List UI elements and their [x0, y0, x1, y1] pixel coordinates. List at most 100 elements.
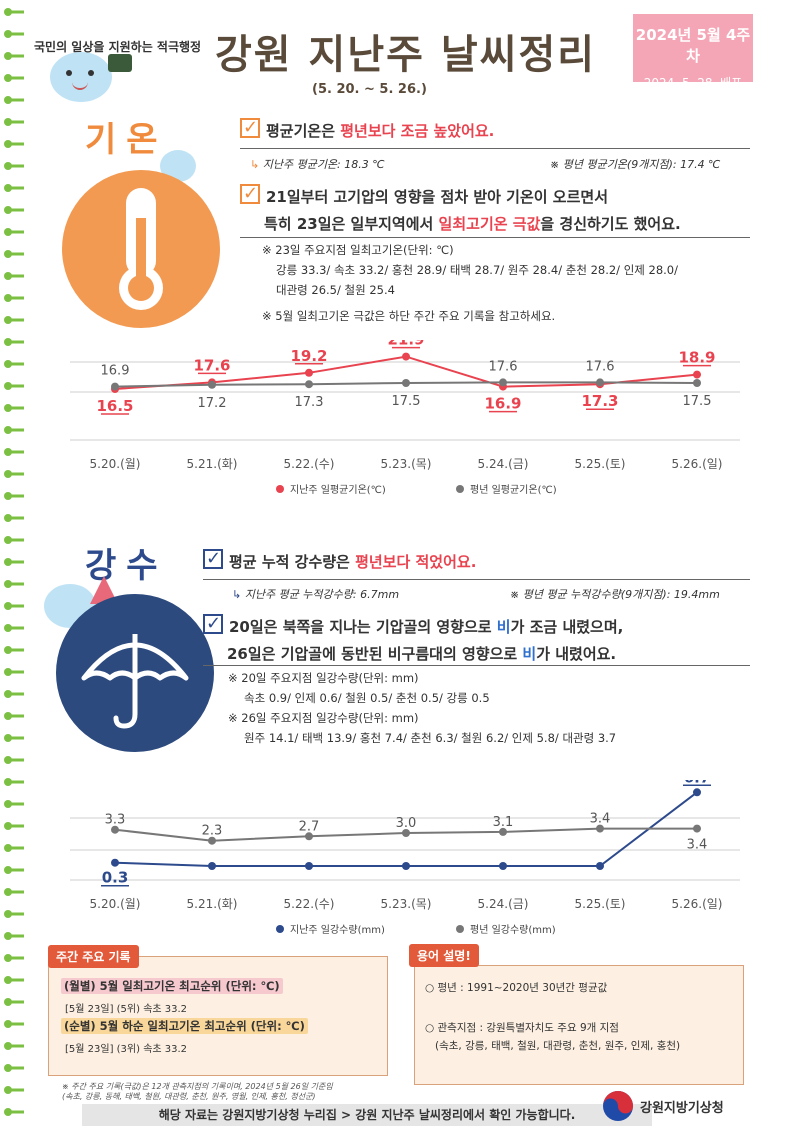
- data-label: 16.9: [101, 364, 130, 379]
- x-tick-label: 5.21.(화): [187, 897, 238, 911]
- data-point: [693, 788, 701, 797]
- data-label: 17.6: [193, 356, 230, 374]
- x-tick-label: 5.22.(수): [284, 457, 335, 471]
- page-title: 강원 지난주 날씨정리: [215, 32, 597, 78]
- checkbox-icon: [240, 114, 260, 141]
- data-label: 17.5: [392, 394, 421, 409]
- legend-label: 평년 일평균기온(℃): [470, 484, 557, 496]
- legend-label: 평년 일강수량(mm): [470, 924, 556, 936]
- precip-note-last: ↳ 지난주 평균 누적강수량: 6.7mm: [232, 588, 400, 601]
- record-item-1: (월별) 5월 일최고기온 최고순위 (단위: ℃) [5월 23일] (5위)…: [61, 975, 283, 1015]
- temperature-chart: 5.20.(월) 5.21.(화) 5.22.(수) 5.23.(목) 5.24.(금)…: [70, 340, 740, 496]
- data-point: [305, 368, 313, 377]
- precip-headline-2: 20일은 북쪽을 지나는 기압골의 영향으로 비가 조금 내렸으며, 26일은 …: [203, 610, 623, 668]
- section-label-temperature: 기온: [85, 120, 168, 160]
- data-point: [208, 380, 216, 389]
- x-tick-label: 5.25.(토): [575, 457, 626, 471]
- mascot-icon: [50, 52, 112, 102]
- divider: [240, 148, 750, 149]
- taegeuk-icon: [603, 1091, 633, 1121]
- arrow-icon: ↳: [232, 588, 242, 601]
- data-label: 17.6: [489, 359, 518, 374]
- umbrella-icon: [56, 594, 214, 752]
- thermometer-icon: [62, 170, 220, 328]
- data-label: 19.2: [290, 347, 327, 365]
- board-icon: [108, 54, 132, 72]
- data-point: [499, 378, 507, 387]
- data-point: [402, 829, 410, 837]
- data-point: [305, 380, 313, 389]
- data-label: 17.2: [198, 396, 227, 411]
- data-label: 16.5: [96, 397, 133, 415]
- legend-marker: [276, 485, 284, 493]
- x-tick-label: 5.26.(일): [672, 897, 723, 911]
- legend-label: 지난주 일평균기온(℃): [290, 484, 386, 496]
- data-label: 17.5: [683, 394, 712, 409]
- data-point: [111, 825, 119, 834]
- data-point: [111, 858, 119, 867]
- data-point: [693, 824, 701, 833]
- data-label: 3.3: [105, 813, 126, 828]
- data-point: [402, 379, 410, 387]
- data-label: 18.9: [678, 349, 715, 367]
- checkbox-icon: [203, 610, 223, 637]
- x-tick-label: 5.25.(토): [575, 897, 626, 911]
- divider: [203, 665, 750, 666]
- x-tick-label: 5.22.(수): [284, 897, 335, 911]
- records-footnote: ※ 주간 주요 기록(극값)은 12개 관측지점의 기록이며, 2024년 5월…: [62, 1082, 333, 1101]
- x-tick-label: 5.20.(월): [90, 457, 141, 471]
- glossary-item-1: ○ 평년 : 1991~2020년 30년간 평균값: [425, 982, 608, 994]
- x-tick-label: 5.21.(화): [187, 457, 238, 471]
- week-badge: 2024년 5월 4주차 2024. 5. 28. 배포: [633, 14, 753, 90]
- data-label: 3.1: [493, 815, 514, 830]
- legend-marker: [456, 925, 464, 933]
- checkbox-icon: [203, 545, 223, 572]
- x-tick-label: 5.23.(목): [381, 897, 432, 911]
- temp-note-last: ↳ 지난주 평균기온: 18.3 ℃: [250, 158, 385, 171]
- data-label: 0.3: [102, 869, 129, 887]
- data-label: 17.6: [586, 359, 615, 374]
- glossary-header: 용어 설명!: [409, 944, 479, 967]
- data-point: [208, 836, 216, 845]
- checkbox-icon: [240, 180, 260, 207]
- legend-marker: [456, 485, 464, 493]
- data-label: 2.3: [202, 824, 223, 839]
- precip-note-normal: ※ 평년 평균 누적강수량(9개지점): 19.4mm: [510, 588, 720, 601]
- data-label: 21.9: [387, 340, 424, 349]
- data-point: [402, 862, 410, 870]
- data-point: [499, 827, 507, 836]
- data-point: [596, 862, 604, 870]
- date-range: (5. 20. ~ 5. 26.): [312, 82, 427, 97]
- precipitation-chart: 5.20.(월) 5.21.(화) 5.22.(수) 5.23.(목) 5.24.(금)…: [70, 780, 740, 936]
- header-subtitle: 국민의 일상을 지원하는 적극행정: [34, 40, 202, 54]
- spiral-binding: [4, 8, 24, 1116]
- temp-note-normal: ※ 평년 평균기온(9개지점): 17.4 ℃: [550, 158, 721, 171]
- data-label: 3.4: [590, 812, 611, 827]
- data-point: [111, 382, 119, 391]
- x-tick-label: 5.23.(목): [381, 457, 432, 471]
- footer-note: 해당 자료는 강원지방기상청 누리집 > 강원 지난주 날씨정리에서 확인 가능…: [82, 1104, 652, 1126]
- data-point: [208, 862, 216, 870]
- legend-label: 지난주 일강수량(mm): [290, 924, 385, 936]
- kma-logo: 강원지방기상청: [602, 1090, 724, 1122]
- glossary-item-3: (속초, 강릉, 태백, 철원, 대관령, 춘천, 원주, 인제, 홍천): [435, 1040, 681, 1052]
- data-point: [499, 862, 507, 870]
- data-point: [305, 862, 313, 870]
- x-tick-label: 5.20.(월): [90, 897, 141, 911]
- data-label: 3.0: [396, 816, 417, 831]
- data-label: 6.7: [684, 780, 711, 786]
- records-header: 주간 주요 기록: [48, 945, 139, 968]
- x-tick-label: 5.24.(금): [478, 457, 529, 471]
- data-point: [596, 378, 604, 387]
- divider: [240, 237, 750, 238]
- week-label: 2024년 5월 4주차: [635, 26, 751, 65]
- data-point: [693, 379, 701, 387]
- logo-text: 강원지방기상청: [640, 1100, 724, 1116]
- records-box: 주간 주요 기록 (월별) 5월 일최고기온 최고순위 (단위: ℃) [5월 …: [48, 945, 388, 1076]
- divider: [203, 579, 750, 580]
- arrow-icon: ↳: [250, 158, 260, 171]
- data-point: [693, 370, 701, 379]
- glossary-box: 용어 설명! ○ 평년 : 1991~2020년 30년간 평균값 ○ 관측지점…: [409, 944, 744, 1085]
- precip-details: ※ 20일 주요지점 일강수량(단위: mm) 속초 0.9/ 인제 0.6/ …: [228, 671, 617, 745]
- temp-headline-1: 평균기온은 평년보다 조금 높았어요.: [240, 114, 494, 145]
